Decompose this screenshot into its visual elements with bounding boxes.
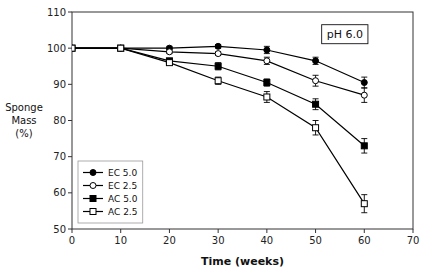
- data-point: [361, 92, 367, 98]
- y-tick-label: 90: [53, 79, 66, 90]
- data-point: [72, 45, 75, 51]
- error-bar: [264, 46, 270, 53]
- x-tick-label: 20: [163, 235, 176, 246]
- data-point: [264, 58, 270, 64]
- legend-marker: [90, 196, 96, 202]
- data-point: [72, 45, 75, 51]
- error-bar: [313, 121, 319, 135]
- legend-label: EC 5.0: [108, 168, 137, 178]
- x-tick: [120, 229, 121, 233]
- y-tick: [68, 12, 72, 13]
- legend-marker: [90, 209, 96, 215]
- x-tick-label: 60: [358, 235, 371, 246]
- series-line: [72, 48, 364, 95]
- x-tick-label: 0: [69, 235, 75, 246]
- x-tick-label: 70: [407, 235, 420, 246]
- legend: EC 5.0 EC 2.5 AC 5.0 AC 2.5: [78, 161, 143, 223]
- series: [72, 45, 367, 213]
- data-point: [215, 43, 221, 49]
- series-line: [72, 46, 364, 82]
- series: [72, 45, 367, 153]
- error-bar: [361, 88, 367, 102]
- data-point: [166, 49, 172, 55]
- data-point: [118, 45, 124, 51]
- y-tick: [68, 229, 72, 230]
- x-tick: [315, 229, 316, 233]
- x-tick: [169, 229, 170, 233]
- data-point: [166, 60, 172, 66]
- data-point: [361, 80, 367, 86]
- data-point: [264, 47, 270, 53]
- x-tick-label: 40: [260, 235, 273, 246]
- y-tick-label: 100: [47, 43, 66, 54]
- data-point: [264, 80, 270, 86]
- data-point: [215, 78, 221, 84]
- data-point: [72, 45, 75, 51]
- x-tick: [364, 229, 365, 233]
- legend-label: EC 2.5: [108, 181, 137, 191]
- data-point: [215, 51, 221, 57]
- error-bar: [313, 57, 319, 64]
- y-tick: [68, 84, 72, 85]
- data-point: [264, 94, 270, 100]
- error-bar: [361, 77, 367, 88]
- annotation-box: [322, 25, 368, 44]
- series-line: [72, 48, 364, 204]
- data-point: [313, 101, 319, 107]
- legend-marker: [90, 170, 96, 176]
- x-tick-label: 10: [114, 235, 127, 246]
- y-tick: [68, 120, 72, 121]
- x-tick: [413, 229, 414, 233]
- y-tick: [68, 156, 72, 157]
- error-bar: [264, 79, 270, 86]
- y-tick-label: 60: [53, 187, 66, 198]
- series: [72, 43, 367, 88]
- legend-label: AC 5.0: [108, 194, 138, 204]
- data-point: [361, 201, 367, 207]
- data-point: [313, 78, 319, 84]
- legend-marker: [90, 183, 96, 189]
- y-tick-label: 50: [53, 224, 66, 235]
- data-point: [118, 45, 124, 51]
- error-bar: [361, 195, 367, 213]
- y-tick-label: 70: [53, 151, 66, 162]
- y-tick-label: 110: [47, 7, 66, 18]
- y-axis-label: SpongeMass(%): [5, 102, 43, 139]
- legend-frame: [78, 161, 143, 223]
- series-line: [72, 48, 364, 146]
- data-point: [313, 125, 319, 131]
- y-tick: [68, 192, 72, 193]
- legend-label: AC 2.5: [108, 207, 137, 217]
- x-tick-label: 50: [309, 235, 322, 246]
- y-tick: [68, 48, 72, 49]
- annotation-text: pH 6.0: [327, 28, 363, 41]
- plot-frame: [72, 12, 413, 229]
- error-bar: [313, 99, 319, 110]
- data-point: [118, 45, 124, 51]
- x-tick: [72, 229, 73, 233]
- data-point: [313, 58, 319, 64]
- annotation: pH 6.0: [322, 25, 368, 44]
- data-point: [215, 63, 221, 69]
- error-bar: [215, 63, 221, 70]
- error-bar: [361, 139, 367, 153]
- data-point: [361, 143, 367, 149]
- x-tick: [218, 229, 219, 233]
- x-tick-label: 30: [212, 235, 225, 246]
- y-tick-label: 80: [53, 115, 66, 126]
- plot-area: [72, 43, 367, 212]
- error-bar: [313, 75, 319, 86]
- chart: 0 10 20 30 40 50 60 70 50 60 70 80 90 100 110 Time (wee…: [0, 0, 425, 275]
- x-axis-label: Time (weeks): [201, 255, 284, 268]
- data-point: [118, 45, 124, 51]
- error-bar: [264, 57, 270, 64]
- error-bar: [264, 92, 270, 103]
- error-bar: [215, 77, 221, 84]
- data-point: [72, 45, 75, 51]
- x-tick: [266, 229, 267, 233]
- series: [72, 45, 367, 102]
